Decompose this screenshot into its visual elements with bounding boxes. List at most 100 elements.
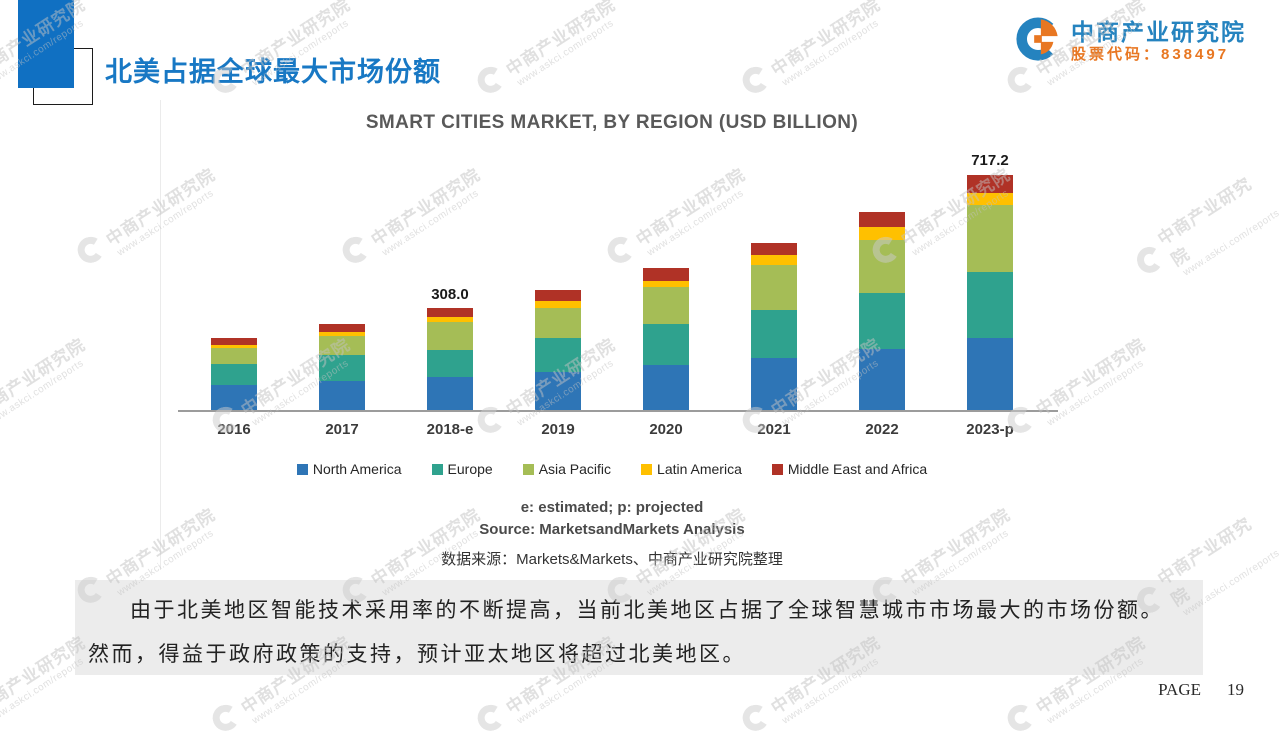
- bar-column-2018-e: 308.0: [396, 91, 504, 411]
- bar-segment-europe: [211, 364, 257, 385]
- chart-title: SMART CITIES MARKET, BY REGION (USD BILL…: [365, 112, 859, 133]
- bar-segment-asia-pacific: [859, 240, 905, 293]
- watermark-logo-icon: [1005, 702, 1037, 734]
- bar-segment-europe: [751, 310, 797, 358]
- title-blue-bar: [18, 0, 74, 88]
- bar-segment-latin-america: [535, 301, 581, 308]
- chart-left-border: [160, 100, 161, 570]
- stacked-bar-2016: [211, 338, 257, 410]
- page-footer-label: PAGE: [1158, 680, 1201, 699]
- legend-label: Europe: [447, 461, 493, 477]
- bar-segment-europe: [535, 338, 581, 372]
- bar-segment-asia-pacific: [643, 287, 689, 324]
- stacked-bar-2020: [643, 268, 689, 410]
- bar-segment-latin-america: [859, 227, 905, 240]
- bar-column-2020: [612, 91, 720, 411]
- bar-segment-north-america: [319, 381, 365, 410]
- bar-segment-north-america: [751, 358, 797, 410]
- bar-segment-middle-east-and-africa: [643, 268, 689, 281]
- summary-line-2: 然而，得益于政府政策的支持，预计亚太地区将超过北美地区。: [88, 643, 746, 666]
- x-axis-label-2021: 2021: [757, 421, 791, 438]
- watermark-logo-icon: [740, 702, 772, 734]
- stacked-bar-2017: [319, 324, 365, 410]
- bar-segment-europe: [859, 293, 905, 349]
- bar-column-2022: [828, 91, 936, 411]
- x-axis-label-2018-e: 2018-e: [426, 421, 474, 438]
- watermark-url-text: www.askci.com/reports: [1181, 207, 1280, 279]
- legend-item-middle-east-and-africa: Middle East and Africa: [771, 461, 928, 477]
- watermark: 中商产业研究院 www.askci.com/reports: [1125, 164, 1280, 297]
- legend-item-north-america: North America: [296, 461, 402, 477]
- bar-segment-asia-pacific: [535, 308, 581, 338]
- bar-segment-middle-east-and-africa: [967, 175, 1013, 193]
- stacked-bar-2023-p: [967, 175, 1013, 410]
- bar-segment-europe: [643, 324, 689, 365]
- bar-segment-latin-america: [211, 345, 257, 348]
- chart-note-source: Source: MarketsandMarkets Analysis: [479, 521, 745, 538]
- watermark-url-text: www.askci.com/reports: [0, 655, 86, 727]
- watermark-url-text: www.askci.com/reports: [0, 357, 86, 429]
- x-axis-label-2019: 2019: [541, 421, 575, 438]
- bar-segment-north-america: [643, 365, 689, 410]
- summary-text-box: 由于北美地区智能技术采用率的不断提高，当前北美地区占据了全球智慧城市市场最大的市…: [75, 580, 1203, 675]
- legend-swatch-icon: [771, 463, 783, 475]
- stacked-bar-2019: [535, 290, 581, 410]
- chart-plot-area: 308.0 717.2: [178, 91, 1058, 412]
- watermark-logo-icon: [475, 702, 507, 734]
- bar-segment-north-america: [427, 377, 473, 410]
- bar-column-2016: [180, 91, 288, 411]
- page-footer-number: 19: [1227, 680, 1244, 699]
- bar-segment-latin-america: [751, 255, 797, 265]
- bar-segment-asia-pacific: [751, 265, 797, 310]
- stacked-bar-2022: [859, 212, 905, 410]
- bar-column-2023-p: 717.2: [936, 91, 1044, 411]
- chart-note-estimated: e: estimated; p: projected: [520, 499, 704, 516]
- bar-segment-middle-east-and-africa: [211, 338, 257, 345]
- bar-segment-north-america: [211, 385, 257, 410]
- bar-segment-europe: [319, 355, 365, 381]
- bar-segment-north-america: [859, 349, 905, 410]
- x-axis-label-2017: 2017: [325, 421, 359, 438]
- legend-item-latin-america: Latin America: [641, 461, 742, 477]
- chart-source-cn: 数据来源：Markets&Markets、中商产业研究院整理: [441, 551, 783, 568]
- watermark-brand-text: 中商产业研究院: [767, 0, 884, 80]
- bar-total-label-2023-p: 717.2: [971, 152, 1009, 169]
- x-axis-label-2020: 2020: [649, 421, 683, 438]
- bar-segment-north-america: [535, 372, 581, 410]
- bar-segment-europe: [967, 272, 1013, 338]
- legend-swatch-icon: [296, 463, 308, 475]
- watermark-url-text: www.askci.com/reports: [780, 17, 881, 89]
- x-axis-label-2022: 2022: [865, 421, 899, 438]
- watermark-brand-text: 中商产业研究院: [502, 0, 619, 80]
- bar-segment-middle-east-and-africa: [319, 324, 365, 332]
- bar-segment-middle-east-and-africa: [859, 212, 905, 227]
- page-footer: PAGE 19: [1158, 680, 1244, 700]
- page-title: 北美占据全球最大市场份额: [105, 57, 441, 87]
- bar-segment-europe: [427, 350, 473, 377]
- bar-segment-asia-pacific: [211, 348, 257, 364]
- stacked-bar-2018-e: [427, 308, 473, 410]
- bar-column-2019: [504, 91, 612, 411]
- x-axis-label-2016: 2016: [217, 421, 251, 438]
- bar-segment-middle-east-and-africa: [751, 243, 797, 255]
- legend-swatch-icon: [431, 463, 443, 475]
- watermark-url-text: www.askci.com/reports: [515, 17, 616, 89]
- bar-segment-latin-america: [643, 281, 689, 287]
- watermark-logo-icon: [75, 234, 107, 266]
- watermark-url-text: www.askci.com/reports: [1045, 357, 1146, 429]
- bar-segment-latin-america: [427, 317, 473, 322]
- bar-column-2021: [720, 91, 828, 411]
- brand-stock-code: 股票代码：838497: [1071, 46, 1230, 63]
- watermark-brand-text: 中商产业研究院: [1154, 174, 1256, 270]
- bar-segment-asia-pacific: [319, 336, 365, 355]
- bar-segment-latin-america: [319, 332, 365, 336]
- watermark-brand-text: 中商产业研究院: [1032, 334, 1149, 420]
- legend-label: Asia Pacific: [538, 461, 612, 477]
- x-axis-label-2023-p: 2023-p: [966, 421, 1014, 438]
- chart-legend: North America Europe Asia Pacific Latin Ame…: [160, 461, 1064, 477]
- summary-line-1: 由于北美地区智能技术采用率的不断提高，当前北美地区占据了全球智慧城市市场最大的市…: [130, 599, 1164, 622]
- bar-total-label-2018-e: 308.0: [431, 286, 469, 303]
- x-axis-line: [178, 410, 1058, 412]
- legend-label: Middle East and Africa: [787, 461, 928, 477]
- bar-segment-north-america: [967, 338, 1013, 410]
